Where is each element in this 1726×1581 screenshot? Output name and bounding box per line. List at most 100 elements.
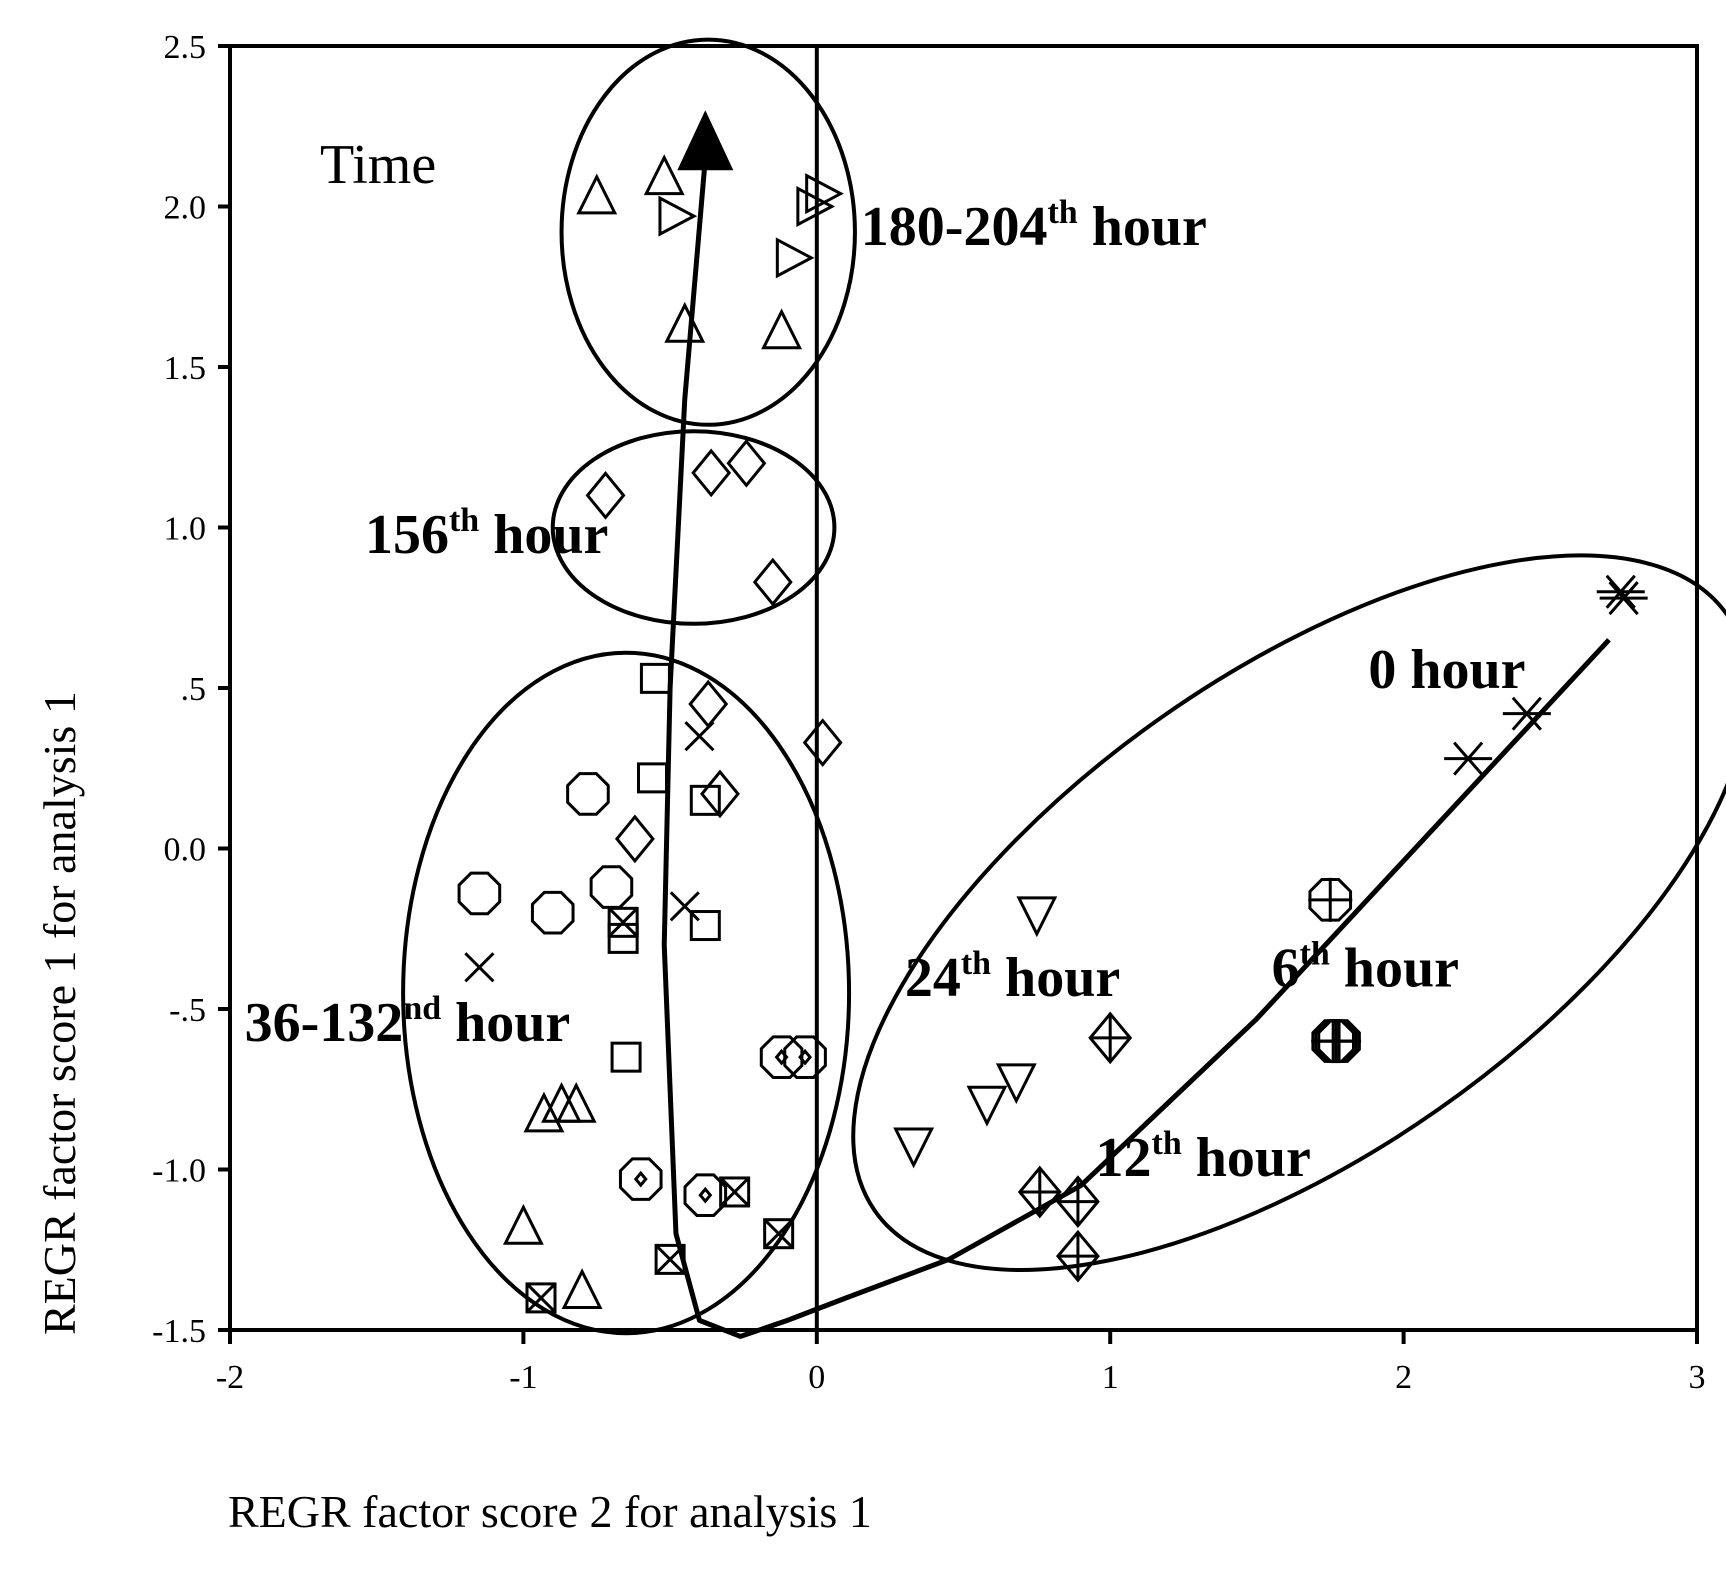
point-triangle-up: [523, 1091, 565, 1133]
point-diamond: [691, 448, 732, 498]
square: [719, 1176, 751, 1208]
trajectory-label: Time: [320, 134, 436, 196]
triangle: [966, 1085, 1008, 1127]
point-square: [636, 762, 668, 794]
point-circle-plus: [1317, 1019, 1362, 1064]
y-tick-label: 1.0: [164, 511, 207, 548]
y-tick-label: 0.0: [164, 832, 207, 869]
point-octagon-dot: [759, 1035, 804, 1079]
point-diamond-plus: [1088, 1011, 1133, 1065]
octagon: [457, 871, 502, 916]
triangle: [576, 173, 618, 215]
square: [607, 906, 639, 938]
x-axis-title: REGR factor score 2 for analysis 1: [228, 1486, 872, 1537]
group-label: 24th hour: [905, 945, 1120, 1009]
point-triangle-up: [555, 1081, 597, 1123]
point-triangle-up: [576, 173, 618, 215]
triangle: [643, 154, 685, 196]
point-triangle-right: [658, 195, 698, 237]
diamond: [688, 679, 729, 729]
x-d2: [525, 1282, 557, 1313]
point-asterisk: [1444, 741, 1493, 776]
y-tick-label: 1.5: [164, 350, 207, 387]
triangle: [995, 1063, 1037, 1105]
point-square-x: [607, 906, 639, 938]
point-octagon: [457, 871, 502, 916]
diamond: [752, 557, 793, 607]
point-diamond-plus: [1055, 1175, 1100, 1228]
point-diamond: [802, 718, 843, 767]
triangle: [893, 1127, 935, 1169]
square: [763, 1218, 795, 1250]
x-d2: [464, 952, 495, 983]
point-square: [689, 784, 721, 816]
point-diamond: [585, 471, 626, 520]
square: [654, 1243, 686, 1275]
x-d2: [655, 1244, 686, 1275]
x-d2: [669, 891, 700, 922]
point-triangle-up: [561, 1268, 603, 1309]
y-tick-label: 2.0: [164, 190, 207, 227]
ellipse-0-24-hour-group: [851, 553, 1726, 1272]
point-triangle-down: [893, 1127, 935, 1169]
x-tick-label: -2: [216, 1359, 244, 1396]
dot: [633, 1170, 648, 1188]
triangle: [1016, 896, 1058, 938]
x-d2: [608, 907, 639, 938]
triangle: [775, 237, 815, 279]
triangle: [658, 195, 698, 237]
y-tick-label: .5: [181, 671, 207, 708]
triangle: [761, 308, 803, 350]
point-triangle-up: [761, 308, 803, 350]
octagon: [1308, 878, 1353, 922]
point-octagon: [530, 890, 575, 935]
trajectory-arrowhead: [677, 110, 734, 171]
y-tick-label: -.5: [169, 992, 206, 1029]
group-label: 180-204th hour: [861, 194, 1207, 258]
point-square: [639, 662, 671, 694]
triangle: [555, 1081, 597, 1123]
point-octagon-dot: [783, 1035, 827, 1079]
point-diamond-plus: [1017, 1165, 1062, 1219]
y-tick-label: 2.5: [164, 29, 207, 66]
octagon: [618, 1157, 663, 1201]
x-tick-label: 1: [1102, 1359, 1119, 1396]
ellipse-156-hour: [550, 429, 837, 626]
group-label: 0 hour: [1368, 639, 1525, 701]
point-diamond: [726, 438, 767, 488]
triangle: [523, 1091, 565, 1133]
diamond: [691, 448, 732, 498]
square: [525, 1282, 557, 1314]
ellipse-0-24-hour: [851, 553, 1726, 1272]
point-octagon: [589, 865, 634, 909]
square: [636, 762, 668, 794]
diamond: [726, 438, 767, 488]
point-triangle-up: [502, 1203, 544, 1245]
group-label: 156th hour: [365, 502, 608, 566]
group-label: 36-132nd hour: [245, 990, 571, 1054]
point-x: [464, 952, 495, 983]
triangle: [502, 1203, 544, 1245]
group-label: 12th hour: [1096, 1125, 1311, 1189]
point-asterisk: [1596, 574, 1645, 609]
point-triangle-right: [805, 173, 844, 215]
dot: [798, 1048, 813, 1066]
asterisk-d2: [1453, 741, 1484, 776]
triangle: [805, 173, 844, 215]
octagon: [683, 1173, 728, 1217]
ellipse-180-204-hour: [559, 37, 857, 427]
octagon: [530, 890, 575, 935]
octagon: [759, 1035, 804, 1079]
octagon: [1317, 1019, 1361, 1063]
point-asterisk: [1502, 696, 1551, 731]
point-asterisk: [1599, 581, 1648, 616]
group-labels: 0 hour 6th hour 12th hour 24th hour 36-132nd…: [245, 194, 1526, 1189]
octagon: [589, 865, 634, 909]
point-diamond: [614, 814, 655, 864]
point-square-x: [525, 1282, 557, 1314]
cluster-ellipses: [401, 37, 1726, 1336]
point-square: [610, 1041, 642, 1073]
y-tick-label: -1.0: [152, 1153, 206, 1190]
point-diamond: [688, 679, 729, 729]
